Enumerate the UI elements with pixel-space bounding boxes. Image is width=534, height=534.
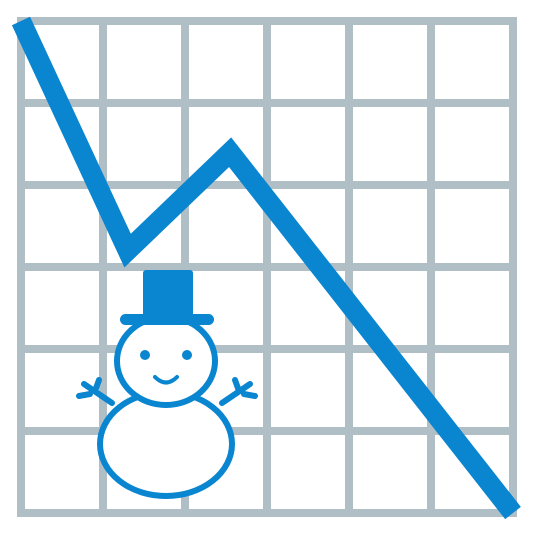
- snowman-right-arm-icon: [219, 377, 258, 406]
- snowman-smile-icon: [153, 375, 179, 385]
- snowman-left-eye-icon: [140, 350, 150, 360]
- snowman-right-eye-icon: [182, 350, 192, 360]
- chart-grid: [17, 17, 517, 517]
- snowman-hat-icon: [143, 270, 193, 320]
- snowman-head-icon: [114, 314, 218, 408]
- snowman-icon: [76, 270, 258, 499]
- series-line: [11, 16, 521, 520]
- snowman-left-arm-icon: [76, 377, 115, 406]
